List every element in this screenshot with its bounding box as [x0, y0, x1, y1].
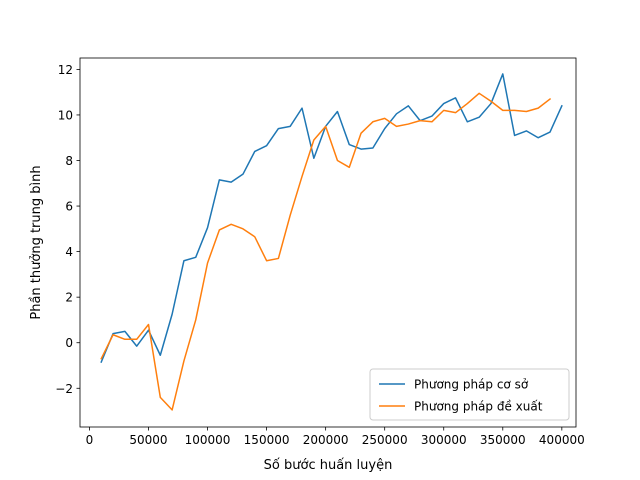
x-axis: 0 50000 100000 150000 200000 250000 300000 3500…	[86, 427, 585, 447]
y-tick-label: 0	[65, 336, 73, 350]
legend-box	[369, 368, 570, 421]
y-tick-label: 8	[65, 154, 73, 168]
x-tick-label: 350000	[480, 433, 526, 447]
series-layer	[100, 73, 563, 411]
axes-border	[79, 57, 577, 428]
y-axis: −2 0 2 4 6 8 10 12	[55, 63, 80, 396]
x-tick-label: 250000	[362, 433, 408, 447]
x-tick-label: 300000	[421, 433, 467, 447]
x-tick-label: 100000	[185, 433, 231, 447]
y-tick-label: −2	[55, 382, 73, 396]
y-tick-label: 12	[58, 63, 73, 77]
y-tick-label: 10	[58, 108, 73, 122]
x-tick-label: 400000	[539, 433, 585, 447]
x-tick-label: 150000	[244, 433, 290, 447]
x-tick-label: 200000	[303, 433, 349, 447]
y-axis-label: Phần thưởng trung bình	[29, 165, 44, 319]
x-axis-label: Số bước huấn luyện	[264, 458, 393, 473]
x-tick-label: 50000	[129, 433, 167, 447]
axes-frame	[79, 57, 577, 428]
plot-background	[80, 58, 576, 427]
series-line-2	[100, 92, 552, 411]
legend-label-2: Phương pháp đề xuất	[414, 400, 543, 414]
series-line-1	[100, 73, 563, 364]
plot-area	[80, 58, 576, 427]
legend: Phương pháp cơ sở Phương pháp đề xuất	[369, 368, 570, 421]
y-tick-label: 2	[65, 291, 73, 305]
legend-label-1: Phương pháp cơ sở	[414, 378, 529, 392]
x-tick-label: 0	[86, 433, 94, 447]
y-tick-label: 4	[65, 245, 73, 259]
y-tick-label: 6	[65, 200, 73, 214]
